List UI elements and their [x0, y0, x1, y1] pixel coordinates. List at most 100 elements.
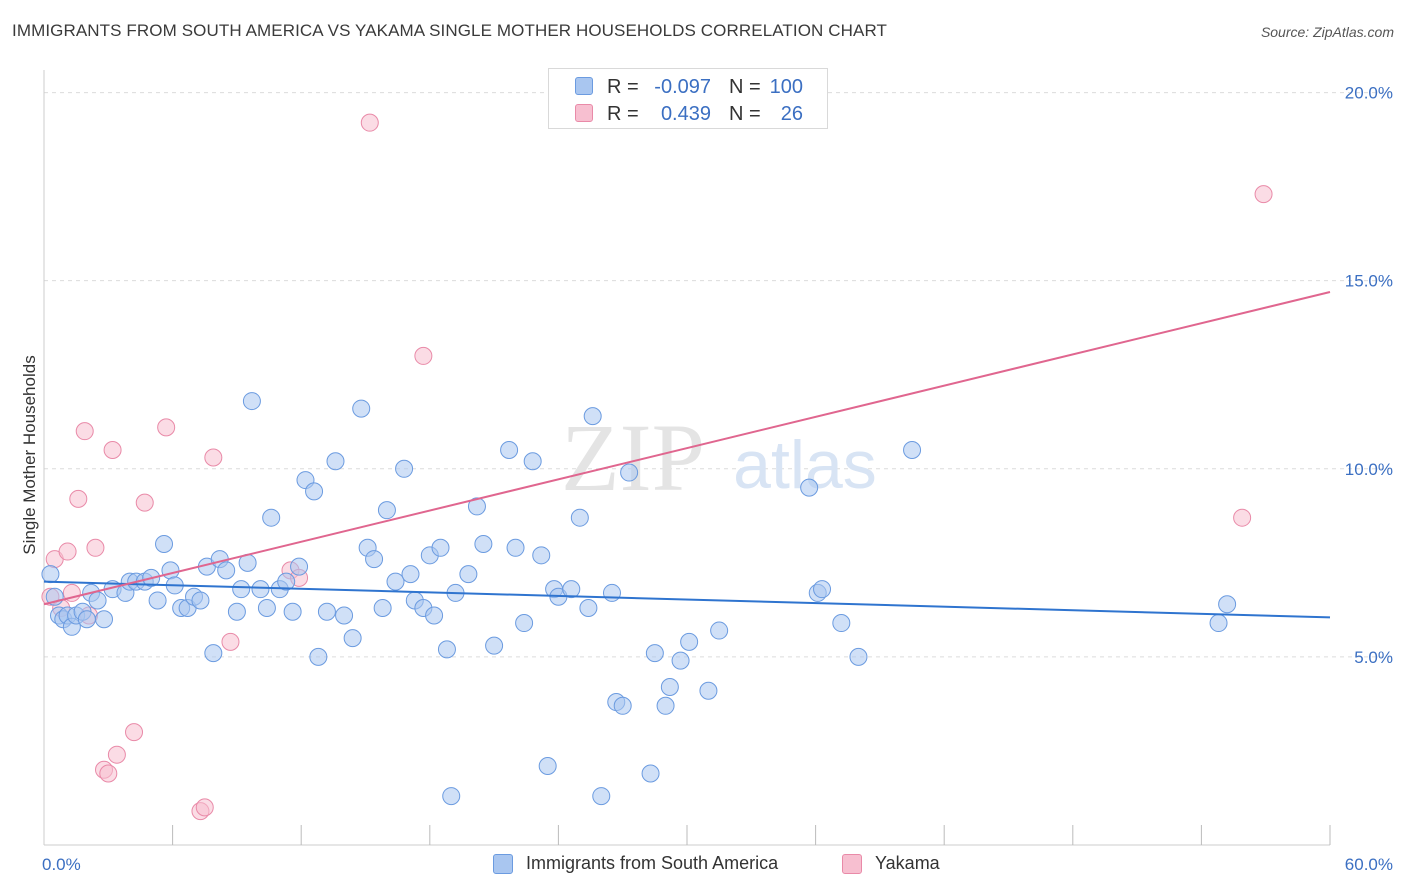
- south-america-point: [309, 647, 328, 666]
- south-america-point: [204, 644, 223, 663]
- south-america-point: [335, 606, 354, 625]
- south-america-point: [1218, 595, 1237, 614]
- chart-source: Source: ZipAtlas.com: [1260, 24, 1394, 40]
- yakama-point: [221, 632, 240, 651]
- south-america-point: [155, 535, 174, 554]
- y-tick-label: 10.0%: [1345, 460, 1393, 479]
- yakama-point: [58, 542, 77, 561]
- south-america-point: [377, 501, 396, 520]
- south-america-point: [699, 681, 718, 700]
- south-america-point: [660, 677, 679, 696]
- correlation-legend: R = -0.097 N = 100 R = 0.439 N = 26: [548, 68, 828, 129]
- y-axis-label: Single Mother Households: [20, 355, 39, 555]
- south-america-point: [474, 535, 493, 554]
- watermark: ZIP atlas: [561, 404, 877, 511]
- south-america-point: [365, 550, 384, 569]
- south-america-point: [641, 764, 660, 783]
- south-america-point: [262, 508, 281, 527]
- south-america-point: [251, 580, 270, 599]
- yakama-point: [69, 489, 88, 508]
- south-america-point: [656, 696, 675, 715]
- south-america-point: [352, 399, 371, 418]
- south-america-point: [562, 580, 581, 599]
- x-tick-label-min: 0.0%: [42, 855, 81, 874]
- yakama-point: [125, 723, 144, 742]
- yakama-point: [414, 346, 433, 365]
- bottom-legend-label-yakama: Yakama: [875, 853, 940, 873]
- south-america-point: [680, 632, 699, 651]
- south-america-point: [467, 497, 486, 516]
- south-america-point: [645, 644, 664, 663]
- south-america-point: [277, 572, 296, 591]
- x-ticks: [172, 825, 1331, 845]
- south-america-point: [386, 572, 405, 591]
- south-america-point: [442, 787, 461, 806]
- gridlines: [44, 92, 1395, 658]
- yakama-point: [107, 745, 126, 764]
- south-america-point: [283, 602, 302, 621]
- trendline-yakama: [43, 290, 1331, 606]
- south-america-point: [515, 614, 534, 633]
- south-america-point: [317, 602, 336, 621]
- south-america-point: [602, 583, 621, 602]
- south-america-point: [326, 452, 345, 471]
- south-america-point: [161, 561, 180, 580]
- bottom-legend-label-south-america: Immigrants from South America: [526, 853, 779, 873]
- legend-n-label: N =: [729, 103, 761, 125]
- south-america-point: [485, 636, 504, 655]
- x-tick-label-max: 60.0%: [1345, 855, 1393, 874]
- south-america-point: [395, 459, 414, 478]
- south-america-point: [613, 696, 632, 715]
- south-america-point: [592, 787, 611, 806]
- legend-n-value: 26: [780, 103, 803, 125]
- south-america-point: [832, 614, 851, 633]
- y-tick-label: 5.0%: [1354, 648, 1393, 667]
- south-america-point: [242, 392, 261, 411]
- south-america-point: [620, 463, 639, 482]
- south-america-point: [710, 621, 729, 640]
- y-tick-label: 15.0%: [1345, 272, 1393, 291]
- trendline-south-america: [43, 580, 1331, 619]
- yakama-point: [1254, 185, 1273, 204]
- yakama-point: [195, 798, 214, 817]
- south-america-point: [671, 651, 690, 670]
- south-america-point: [506, 538, 525, 557]
- south-america-point: [538, 756, 557, 775]
- south-america-point: [88, 591, 107, 610]
- y-tick-label: 20.0%: [1345, 84, 1393, 103]
- south-america-point: [1209, 614, 1228, 633]
- south-america-point: [800, 478, 819, 497]
- south-america-point: [148, 591, 167, 610]
- legend-n-label: N =: [729, 76, 761, 98]
- yakama-point: [75, 422, 94, 441]
- legend-row-south-america: R = -0.097 N = 100: [549, 74, 827, 100]
- south-america-point: [191, 591, 210, 610]
- yakama-point: [157, 418, 176, 437]
- south-america-point: [290, 557, 309, 576]
- legend-r-value: 0.439: [660, 103, 711, 125]
- yakama-point: [135, 493, 154, 512]
- legend-row-yakama: R = 0.439 N = 26: [549, 101, 827, 127]
- south-america-point: [523, 452, 542, 471]
- south-america-point: [41, 565, 60, 584]
- south-america-point: [903, 440, 922, 459]
- south-america-point: [583, 407, 602, 426]
- legend-swatch-pink: [575, 104, 593, 122]
- south-america-point: [77, 610, 96, 629]
- south-america-point: [373, 598, 392, 617]
- south-america-point: [401, 565, 420, 584]
- south-america-point: [227, 602, 246, 621]
- legend-n-value: 100: [769, 76, 803, 98]
- watermark-zip: ZIP: [561, 404, 705, 511]
- south-america-point: [431, 538, 450, 557]
- yakama-point: [86, 538, 105, 557]
- south-america-point: [500, 440, 519, 459]
- south-america-point: [343, 629, 362, 648]
- south-america-point: [813, 580, 832, 599]
- bottom-legend-swatch-pink: [842, 854, 862, 874]
- yakama-point: [103, 440, 122, 459]
- south-america-point: [437, 640, 456, 659]
- south-america-point: [232, 580, 251, 599]
- south-america-point: [305, 482, 324, 501]
